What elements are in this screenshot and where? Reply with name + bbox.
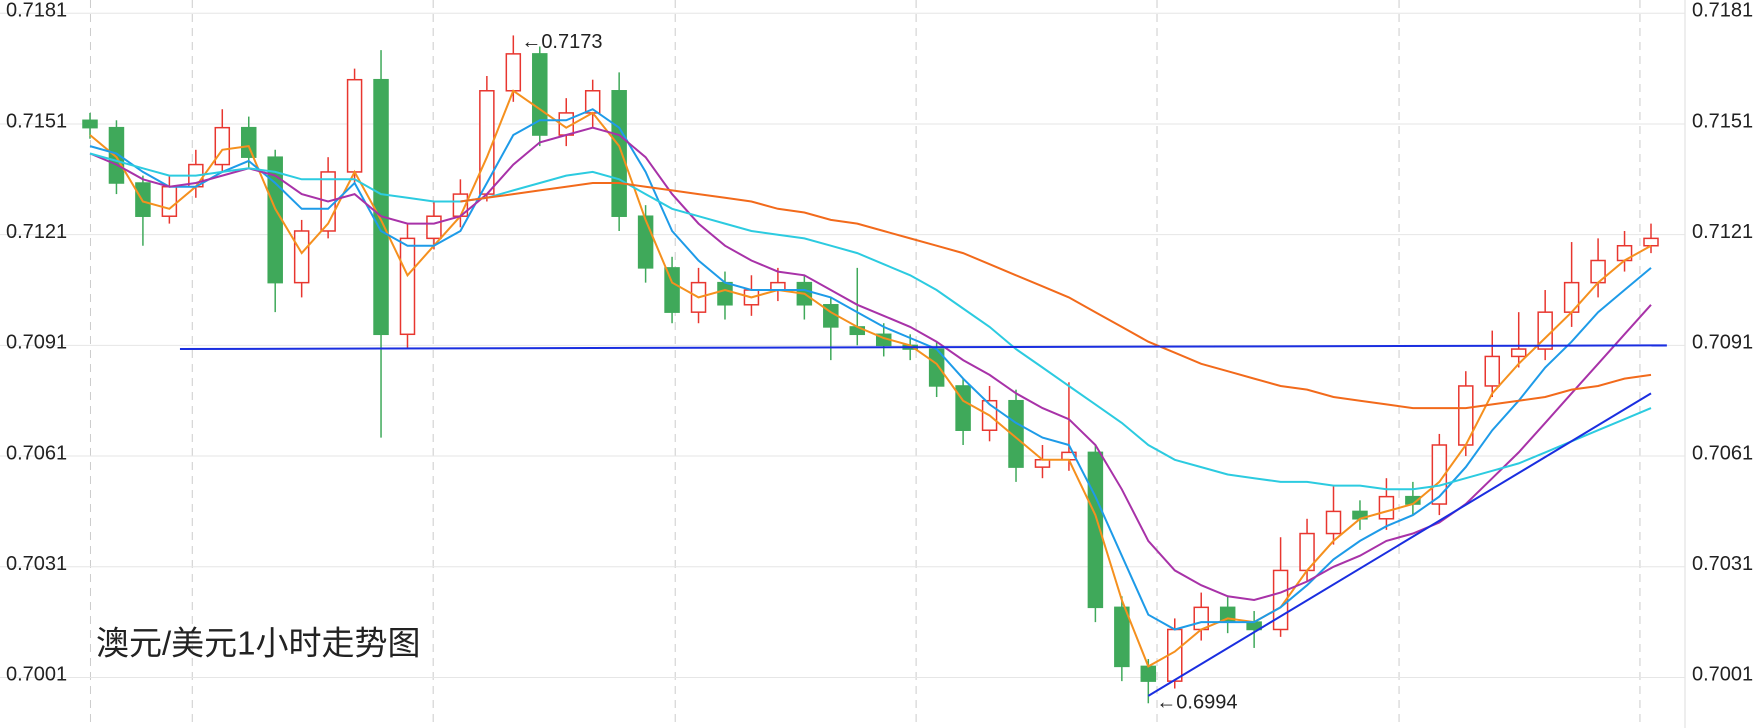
candle-body (717, 281, 733, 306)
y-tick-label-right: 0.7151 (1692, 110, 1753, 132)
candle-body (1643, 237, 1659, 247)
candle-body (1510, 348, 1527, 358)
y-tick-label-right: 0.7031 (1692, 553, 1753, 575)
trend-line (1147, 392, 1652, 697)
candle-body (161, 185, 178, 217)
candle-body (240, 126, 257, 158)
y-tick-label-right: 0.7121 (1692, 221, 1753, 243)
candle-body (770, 281, 786, 291)
candle-body (664, 267, 680, 313)
ma-line (89, 126, 1652, 602)
y-tick-label-left: 0.7031 (6, 553, 67, 575)
candle-body (1484, 355, 1501, 387)
y-tick-label-left: 0.7091 (6, 332, 67, 354)
candle-body (1140, 665, 1157, 682)
candle-body (1325, 510, 1342, 535)
y-tick-label-right: 0.7181 (1692, 0, 1753, 22)
candle-body (1193, 606, 1209, 631)
y-tick-label-right: 0.7001 (1692, 664, 1753, 686)
candle-body (399, 237, 416, 336)
candle-body (82, 119, 98, 129)
candle-body (1034, 459, 1051, 468)
candle-body (611, 90, 627, 217)
y-tick-label-right: 0.7091 (1692, 332, 1753, 354)
candle-body (505, 53, 522, 92)
y-tick-label-left: 0.7061 (6, 442, 67, 464)
ma-line (89, 108, 1652, 631)
chart-title: 澳元/美元1小时走势图 (96, 625, 421, 662)
candle-body (1431, 444, 1448, 505)
ma-line (460, 182, 1652, 410)
candle-body (637, 215, 654, 269)
ma-line (89, 152, 1652, 491)
candle-body (1008, 399, 1024, 468)
y-tick-label-left: 0.7121 (6, 221, 67, 243)
candle-body (1114, 606, 1130, 668)
ma-line (89, 89, 1652, 668)
y-tick-label-left: 0.7151 (6, 110, 67, 132)
y-tick-label-right: 0.7061 (1692, 442, 1753, 464)
candle-body (108, 126, 125, 184)
trend-line (179, 344, 1667, 351)
candle-body (426, 215, 442, 240)
y-tick-label-left: 0.7001 (6, 664, 67, 686)
candle-body (532, 53, 548, 136)
candle-body (214, 126, 231, 166)
candle-body (346, 78, 363, 173)
annotation: ←0.6994 (1156, 692, 1237, 714)
y-tick-label-left: 0.7181 (6, 0, 67, 22)
annotation: ←0.7173 (521, 31, 602, 53)
candle-body (1378, 495, 1395, 520)
candle-body (373, 78, 389, 336)
candle-body (293, 230, 310, 284)
